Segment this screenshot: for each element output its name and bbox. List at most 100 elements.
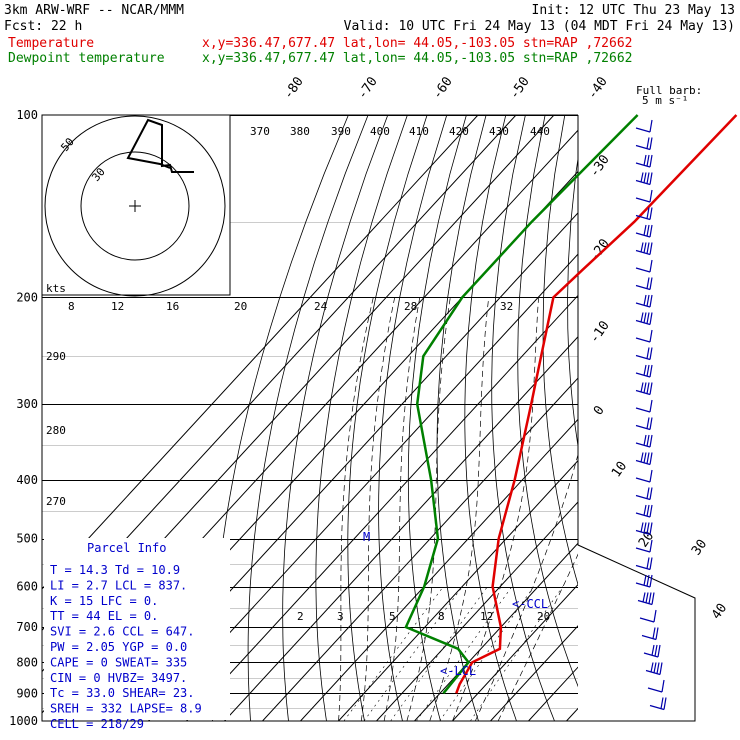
isotherm-tick-label: -20 <box>587 236 613 264</box>
hodograph-speed-tick-label: 24 <box>314 300 328 313</box>
pressure-tick-label: 400 <box>16 473 38 487</box>
dry-adiabat-line <box>315 115 408 721</box>
mixing-ratio-line <box>343 586 444 721</box>
moist-adiabat-line <box>452 297 539 721</box>
hodograph-trace <box>126 118 194 173</box>
isotherm-tick-label: -70 <box>355 74 381 102</box>
dry-adiabat-line <box>282 115 389 721</box>
parcel-info-row: Tc = 33.0 SHEAR= 23. <box>50 686 195 700</box>
wind-barb <box>645 662 663 676</box>
header-model-title: 3km ARW-WRF -- NCAR/MMM <box>4 3 184 18</box>
legend-temperature-location: x,y=336.47,677.47 lat,lon= 44.05,-103.05… <box>202 36 632 51</box>
isotherm-tick-label: 0 <box>591 403 608 418</box>
wind-barb <box>635 172 653 186</box>
dry-adiabat-line <box>436 115 487 721</box>
pressure-tick-label: 500 <box>16 532 38 546</box>
parcel-info-title: Parcel Info <box>87 541 166 555</box>
dry-adiabat-line <box>378 115 448 721</box>
wind-barb <box>637 592 655 606</box>
wind-barb <box>635 207 653 221</box>
isotherm-labels: -80 -70 -60 -50 -40 -30 -20 -10 0 10 20 30 40 <box>281 74 730 622</box>
barb-note-units: 5 m s⁻¹ <box>642 94 688 107</box>
isotherm-tick-label: -40 <box>585 74 611 102</box>
wind-barb <box>635 399 653 413</box>
pressure-axis: 100 200 300 400 500 600 700 800 900 1000 <box>9 108 38 728</box>
moist-adiabat-line <box>360 297 396 721</box>
hodograph-speed-tick-label: 12 <box>111 300 124 313</box>
theta-tick-label: 400 <box>370 125 390 138</box>
wind-barb <box>635 119 653 133</box>
mixing-ratio-tick-label: 8 <box>438 610 445 623</box>
hodograph-speed-ticks: 8 12 16 20 24 28 32 <box>68 300 513 313</box>
wind-barb <box>641 627 659 641</box>
isotherm-line <box>300 418 578 721</box>
parcel-info-row: CELL = 218/29 <box>50 717 144 731</box>
dry-adiabat-line <box>659 115 740 721</box>
isotherm-line <box>452 583 578 721</box>
isotherm-line <box>566 707 578 721</box>
parcel-info-row: SVI = 2.6 CCL = 647. <box>50 625 195 639</box>
isotherm-line <box>186 294 578 721</box>
moist-adiabat-line <box>497 553 578 721</box>
wind-barb <box>649 697 667 711</box>
mixing-ratio-tick-label: 5 <box>389 610 396 623</box>
mixing-ratio-tick-label: 20 <box>537 610 550 623</box>
isotherm-line <box>414 542 578 721</box>
wind-barbs <box>635 119 667 711</box>
dry-adiabat-line <box>615 115 740 721</box>
wind-barb <box>635 574 653 588</box>
wind-barb <box>635 557 653 571</box>
mixing-ratio-tick-label: 3 <box>337 610 344 623</box>
moist-adiabat-line <box>338 297 374 721</box>
moist-adiabat-line <box>474 453 578 721</box>
legend-dewpoint: Dewpoint temperature <box>8 51 165 66</box>
legend-dewpoint-location: x,y=336.47,677.47 lat,lon= 44.05,-103.05… <box>202 51 632 66</box>
parcel-info-row: LI = 2.7 LCL = 837. <box>50 578 187 592</box>
isotherm-tick-label: -10 <box>587 318 613 346</box>
dewpoint-profile <box>404 114 639 695</box>
isotherm-tick-label: -50 <box>507 74 533 102</box>
dry-adiabat-line <box>407 115 467 721</box>
dry-adiabat-line <box>517 115 578 688</box>
dry-adiabat-line <box>347 115 428 721</box>
wind-barb <box>635 224 653 238</box>
wind-barb <box>635 504 653 518</box>
wind-barb <box>635 469 653 483</box>
mixing-ratio-line <box>363 586 463 721</box>
header-init-time: Init: 12 UTC Thu 23 May 13 <box>532 3 736 18</box>
wind-barb <box>639 609 657 623</box>
wind-barb <box>635 259 653 273</box>
parcel-info-row: PW = 2.05 YGP = 0.0 <box>50 640 187 654</box>
wind-barb <box>635 189 653 203</box>
hodograph-ring-outer <box>44 115 226 297</box>
theta-tick-label: 410 <box>409 125 429 138</box>
dry-adiabat-line <box>542 115 578 586</box>
hodograph-speed-tick-label: 16 <box>166 300 179 313</box>
hodograph-speed-tick-label: 32 <box>500 300 513 313</box>
parcel-info-row: CIN = 0 HVBZ= 3497. <box>50 671 187 685</box>
parcel-info-rows: T = 14.3 Td = 10.9LI = 2.7 LCL = 837. K =… <box>50 563 202 731</box>
wind-barb <box>647 679 665 693</box>
moist-adiabat-line <box>429 297 490 721</box>
header-forecast-hour: Fcst: 22 h <box>4 19 82 34</box>
parcel-info-row: CAPE = 0 SWEAT= 335 <box>50 655 187 669</box>
header-valid-time: Valid: 10 UTC Fri 24 May 13 (04 MDT Fri … <box>344 19 735 34</box>
moist-adiabat-line <box>406 297 451 721</box>
hodograph: 50 30 kts <box>41 114 231 297</box>
hodograph-units: kts <box>46 282 66 295</box>
pressure-tick-label: 900 <box>16 686 38 700</box>
isotherm-line <box>338 459 578 721</box>
dry-adiabat-line <box>567 156 578 449</box>
wind-barb <box>635 294 653 308</box>
pressure-tick-label: 200 <box>16 290 38 304</box>
pressure-tick-label: 700 <box>16 620 38 634</box>
theta-tick-label: 280 <box>46 424 66 437</box>
theta-tick-label: 290 <box>46 350 66 363</box>
legend-temperature: Temperature <box>8 36 94 51</box>
dry-adiabat-line <box>247 115 369 721</box>
pressure-tick-label: 800 <box>16 655 38 669</box>
wind-barb <box>635 242 653 256</box>
pressure-tick-label: 100 <box>16 108 38 122</box>
wind-barb <box>635 539 653 553</box>
